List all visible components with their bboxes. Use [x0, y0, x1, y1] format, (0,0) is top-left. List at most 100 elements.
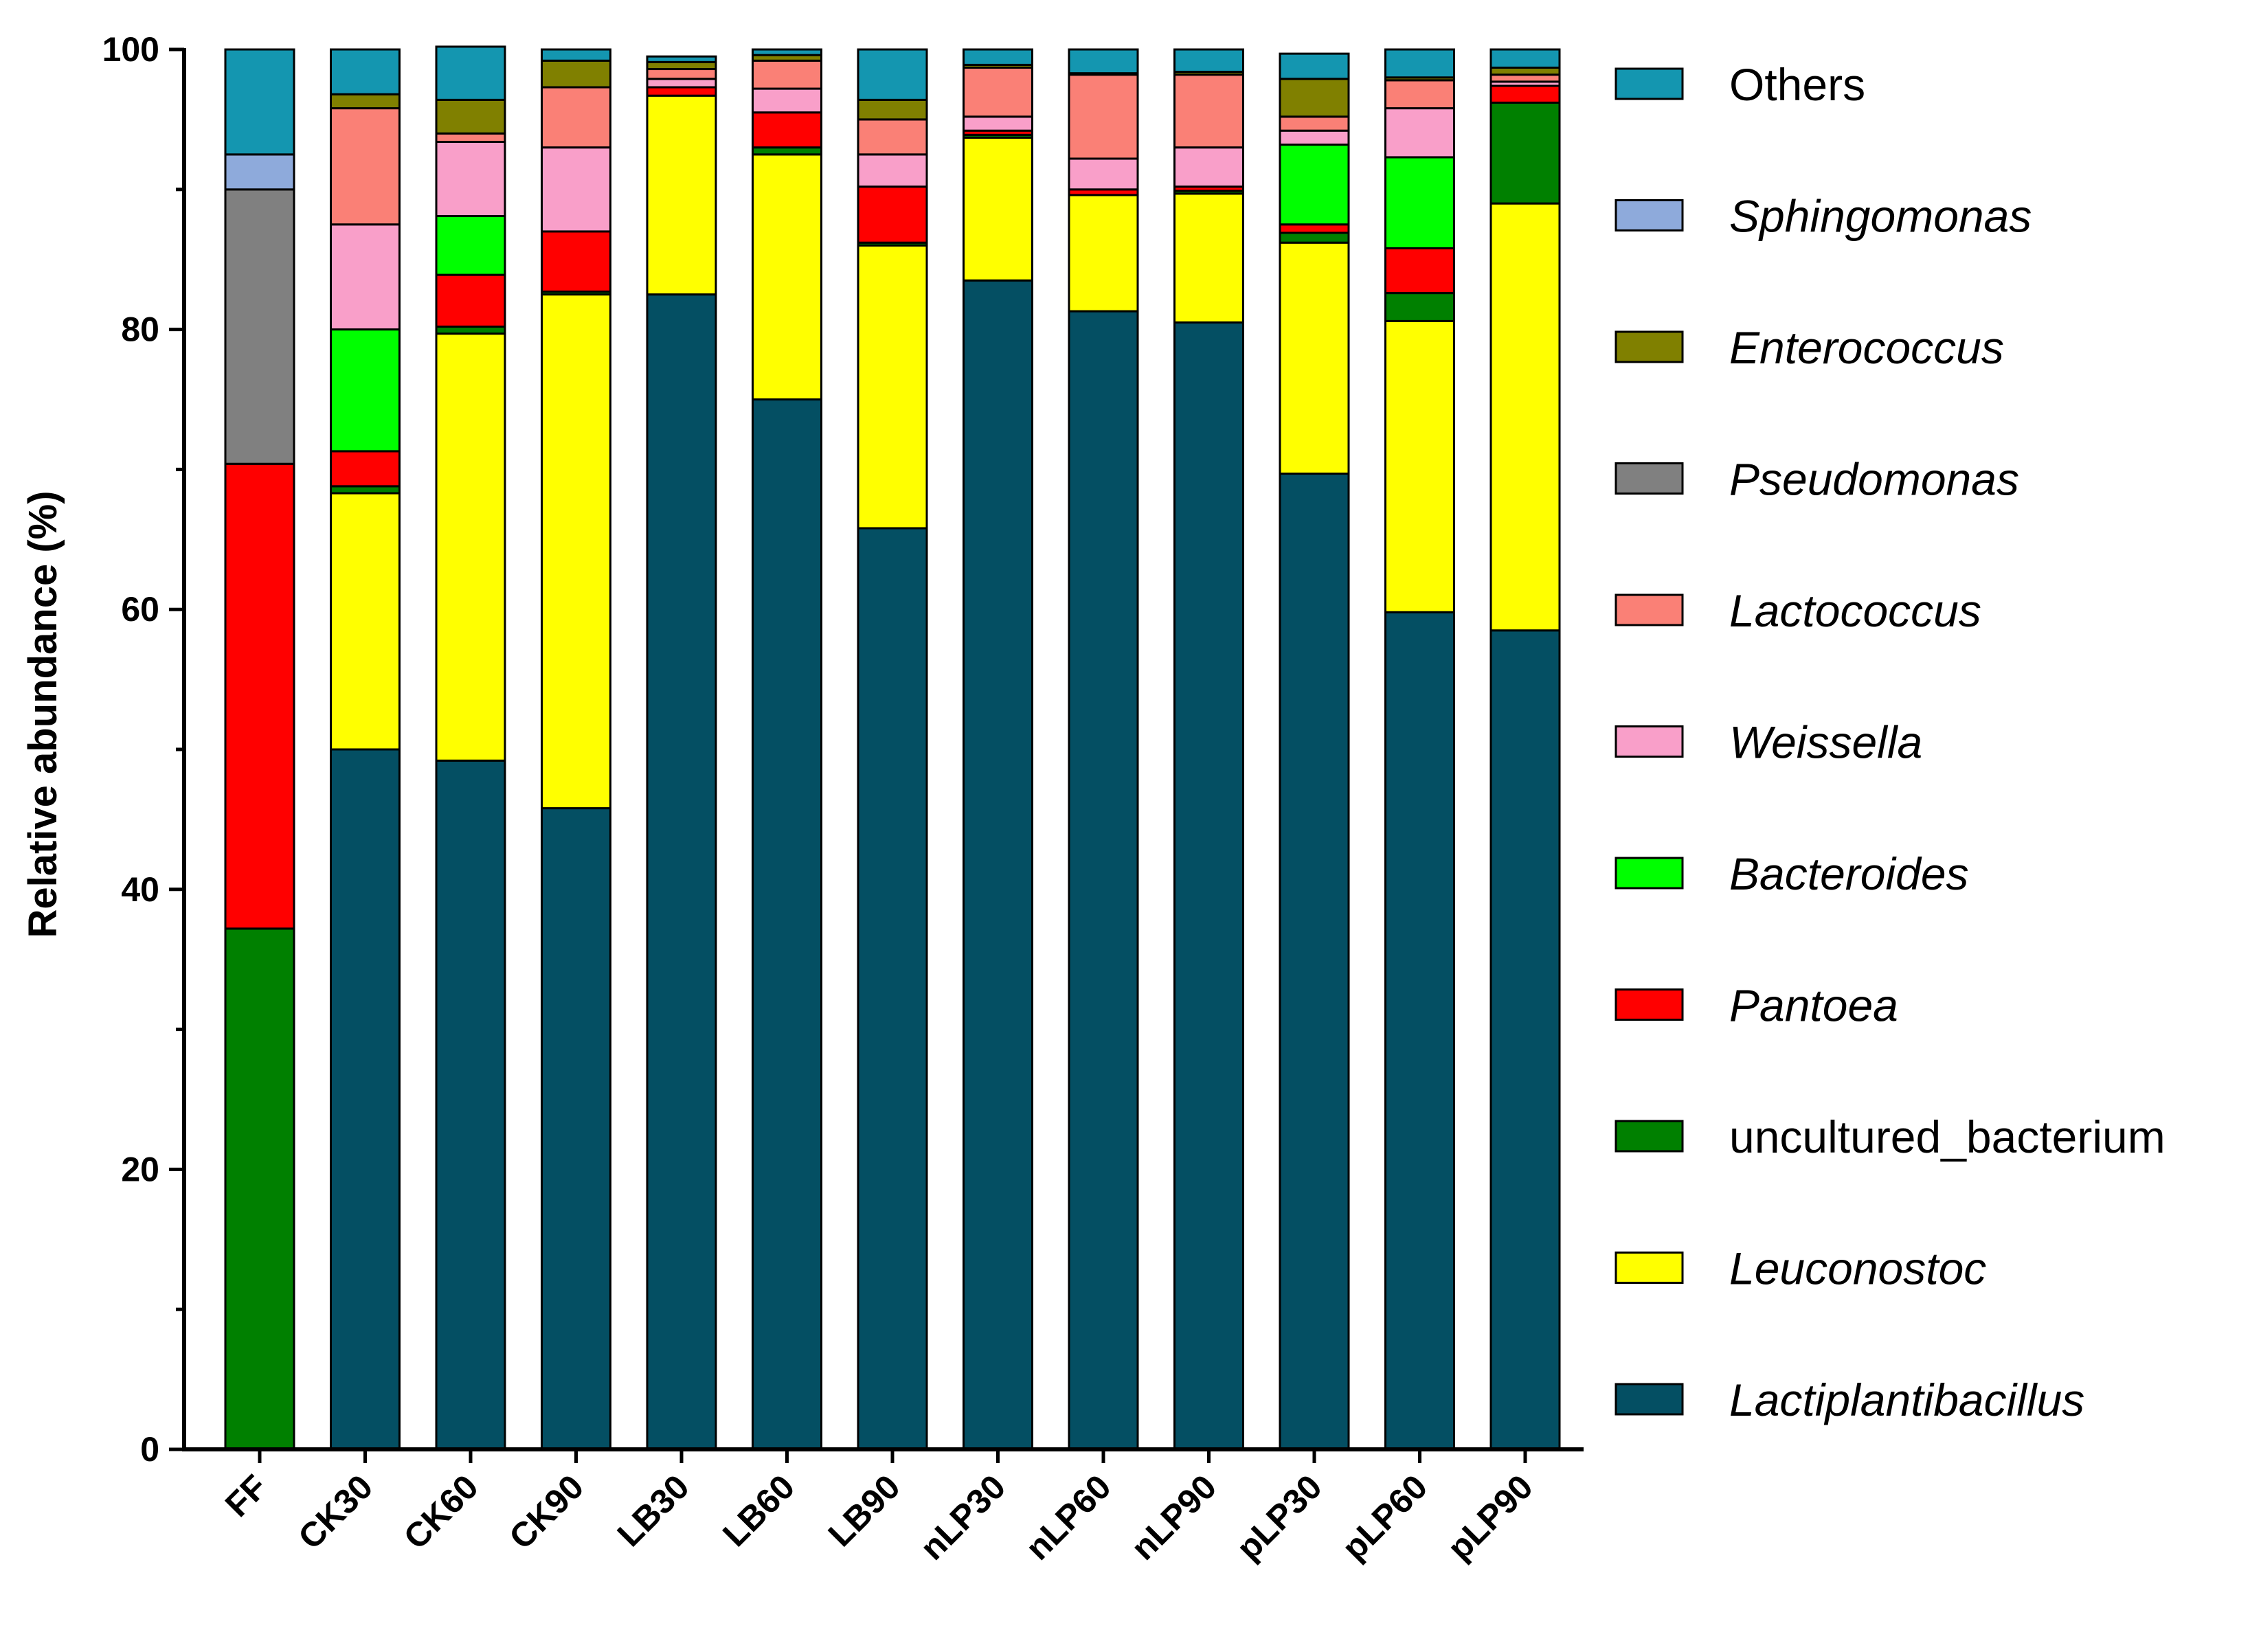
- bar-segment-leuconostoc-ck30: [330, 492, 401, 751]
- bar-segment-weissella-nlp90: [1173, 146, 1244, 188]
- x-tick-label: CK30: [291, 1467, 380, 1557]
- bar-segment-others-lb30: [646, 55, 717, 63]
- legend-item-weissella: Weissella: [1615, 717, 1922, 768]
- bar-segment-others-plp30: [1279, 52, 1350, 80]
- axes-layer: FF CK30 CK60 CK90 LB30 LB60 LB90 nLP30 nLP60 nLP9…: [102, 30, 1584, 1568]
- bar-segment-leuconostoc-plp30: [1279, 241, 1350, 475]
- legend-label: Enterococcus: [1729, 322, 2004, 373]
- bar-stack-LB60: [752, 48, 822, 1451]
- bar-segment-lactococcus-plp30: [1279, 115, 1350, 132]
- bar-segment-leuconostoc-lb60: [752, 153, 822, 400]
- legend-swatch: [1615, 462, 1684, 495]
- legend-swatch: [1615, 725, 1684, 758]
- legend-swatch: [1615, 199, 1684, 231]
- bar-segment-uncultured-bacterium-plp60: [1384, 292, 1455, 322]
- legend-item-others: Others: [1615, 59, 1865, 110]
- bar-segment-lactiplantibacillus-lb30: [646, 293, 717, 1451]
- bar-segment-others-nlp90: [1173, 48, 1244, 73]
- bar-segment-lactiplantibacillus-plp60: [1384, 611, 1455, 1451]
- bar-stack-LB90: [857, 48, 928, 1451]
- x-tick-label: CK90: [502, 1467, 591, 1557]
- legend-label: uncultured_bacterium: [1729, 1111, 2166, 1162]
- bar-segment-lactococcus-ck90: [541, 86, 611, 149]
- bar-stack-FF: [224, 48, 295, 1451]
- bar-segment-enterococcus-ck90: [541, 59, 611, 89]
- bar-segment-others-ck90: [541, 48, 611, 62]
- bar-segment-weissella-lb30: [646, 78, 717, 89]
- x-tick-label: LB30: [610, 1467, 697, 1554]
- bar-stack-CK30: [330, 48, 401, 1451]
- legend-swatch: [1615, 1120, 1684, 1153]
- bar-segment-others-plp60: [1384, 48, 1455, 79]
- bar-segment-enterococcus-ck60: [435, 98, 506, 135]
- bar-segment-pantoea-lb30: [646, 86, 717, 97]
- legend-item-uncultured-bacterium: uncultured_bacterium: [1615, 1111, 2166, 1162]
- bar-stack-nLP60: [1068, 48, 1139, 1451]
- y-tick-label: 100: [102, 30, 159, 69]
- bar-segment-lactococcus-lb30: [646, 68, 717, 80]
- bar-segment-bacteroides-plp30: [1279, 144, 1350, 226]
- bar-segment-lactiplantibacillus-plp30: [1279, 473, 1350, 1451]
- legend-item-enterococcus: Enterococcus: [1615, 322, 2004, 373]
- y-tick-label: 0: [140, 1430, 159, 1469]
- bar-segment-weissella-lb60: [752, 87, 822, 114]
- x-tick-label: pLP30: [1229, 1467, 1329, 1568]
- bar-segment-weissella-plp30: [1279, 129, 1350, 146]
- bar-segment-pantoea-lb60: [752, 111, 822, 149]
- bar-segment-lactococcus-lb90: [857, 118, 928, 156]
- legend-swatch: [1615, 330, 1684, 363]
- bar-segment-lactococcus-nlp60: [1068, 73, 1139, 160]
- legend: Others Sphingomonas Enterococcus Pseudomona…: [1615, 59, 2166, 1425]
- bar-segment-weissella-nlp30: [963, 115, 1033, 132]
- bar-segment-enterococcus-lb90: [857, 98, 928, 121]
- bar-stack-pLP90: [1489, 48, 1561, 1451]
- bar-segment-leuconostoc-ck90: [541, 293, 611, 810]
- bar-segment-pantoea-plp90: [1489, 84, 1561, 104]
- bar-segment-leuconostoc-lb30: [646, 94, 717, 296]
- legend-label: Lactiplantibacillus: [1729, 1374, 2084, 1425]
- x-tick-label: pLP90: [1440, 1467, 1540, 1568]
- bar-segment-weissella-lb90: [857, 153, 928, 188]
- bar-segment-enterococcus-plp30: [1279, 78, 1350, 118]
- bar-segment-weissella-ck90: [541, 146, 611, 233]
- bar-segment-uncultured-bacterium-lb60: [752, 146, 822, 156]
- bar-segment-leuconostoc-plp60: [1384, 319, 1455, 613]
- bar-segment-lactococcus-lb60: [752, 59, 822, 90]
- bar-segment-lactiplantibacillus-plp90: [1489, 629, 1561, 1451]
- legend-label: Pseudomonas: [1729, 454, 2019, 505]
- bar-segment-lactiplantibacillus-ck30: [330, 748, 401, 1451]
- bar-segment-others-nlp30: [963, 48, 1033, 66]
- bar-segment-leuconostoc-ck60: [435, 332, 506, 762]
- bar-segment-others-lb90: [857, 48, 928, 101]
- bar-segment-lactiplantibacillus-ck90: [541, 807, 611, 1451]
- legend-item-pseudomonas: Pseudomonas: [1615, 454, 2019, 505]
- legend-label: Lactococcus: [1729, 585, 1981, 636]
- bar-segment-others-nlp60: [1068, 48, 1139, 75]
- legend-label: Bacteroides: [1729, 848, 1969, 899]
- bar-segment-enterococcus-ck30: [330, 93, 401, 110]
- y-tick-label: 60: [121, 590, 159, 629]
- bar-segment-uncultured-bacterium-plp90: [1489, 101, 1561, 205]
- bar-stack-CK60: [435, 45, 506, 1451]
- bar-segment-bacteroides-ck60: [435, 215, 506, 276]
- x-tick-label: pLP60: [1335, 1467, 1435, 1568]
- legend-swatch: [1615, 593, 1684, 626]
- bar-segment-lactococcus-ck60: [435, 132, 506, 144]
- bar-segment-pseudomonas-ff: [224, 188, 295, 465]
- bar-segment-uncultured-bacterium-plp30: [1279, 231, 1350, 244]
- bar-segment-others-ck60: [435, 45, 506, 101]
- bar-segment-others-ff: [224, 48, 295, 156]
- bar-segment-leuconostoc-nlp90: [1173, 192, 1244, 324]
- legend-label: Pantoea: [1729, 980, 1898, 1031]
- bar-segment-pantoea-ck30: [330, 450, 401, 488]
- bar-segment-leuconostoc-nlp30: [963, 136, 1033, 282]
- y-tick-label: 80: [121, 310, 159, 349]
- bar-segment-weissella-ck30: [330, 223, 401, 331]
- legend-item-leuconostoc: Leuconostoc: [1615, 1243, 1986, 1294]
- legend-label: Sphingomonas: [1729, 191, 2032, 242]
- bar-segment-enterococcus-lb30: [646, 60, 717, 71]
- bar-segment-pantoea-plp30: [1279, 223, 1350, 234]
- bar-segment-bacteroides-ck30: [330, 328, 401, 453]
- legend-item-sphingomonas: Sphingomonas: [1615, 191, 2032, 242]
